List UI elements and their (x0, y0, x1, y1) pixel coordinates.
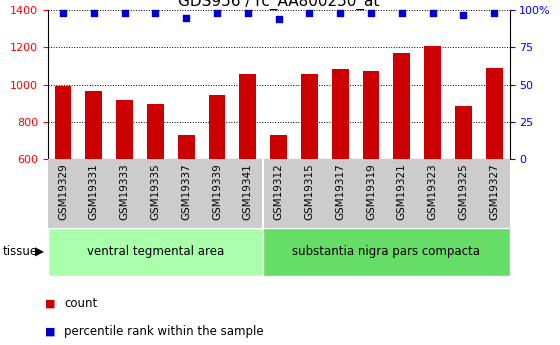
Text: GSM19312: GSM19312 (274, 164, 283, 220)
Text: GSM19323: GSM19323 (428, 164, 437, 220)
Text: GSM19331: GSM19331 (89, 164, 99, 220)
Bar (208, 95, 226, 159)
Bar (486, 68, 503, 159)
Bar (332, 69, 349, 159)
Text: GSM19329: GSM19329 (58, 164, 68, 220)
Bar (455, 106, 472, 159)
Point (397, 11, 406, 16)
Text: ▶: ▶ (35, 245, 44, 258)
Point (59, 11, 67, 16)
Text: GSM19317: GSM19317 (335, 164, 345, 220)
Point (212, 11, 221, 16)
Text: ventral tegmental area: ventral tegmental area (87, 245, 224, 258)
Text: GSM19315: GSM19315 (305, 164, 314, 220)
Point (335, 11, 344, 16)
Point (89, 11, 99, 16)
Text: GSM19325: GSM19325 (459, 164, 468, 220)
Text: count: count (64, 297, 97, 310)
Text: ■: ■ (45, 299, 55, 308)
Text: GSM19339: GSM19339 (212, 164, 222, 220)
Text: GSM19321: GSM19321 (397, 164, 407, 220)
Text: GSM19333: GSM19333 (120, 164, 129, 220)
Text: percentile rank within the sample: percentile rank within the sample (64, 325, 264, 338)
Bar (239, 74, 256, 159)
Text: tissue: tissue (3, 245, 38, 258)
Text: GSM19341: GSM19341 (243, 164, 253, 220)
Bar (85, 91, 102, 159)
Bar (178, 135, 195, 159)
Text: substantia nigra pars compacta: substantia nigra pars compacta (292, 245, 480, 258)
Point (151, 11, 160, 16)
Text: GSM19319: GSM19319 (366, 164, 376, 220)
FancyBboxPatch shape (48, 228, 263, 276)
Bar (116, 100, 133, 159)
Point (489, 11, 498, 16)
Bar (393, 53, 410, 159)
Text: GSM19327: GSM19327 (489, 164, 499, 220)
Bar (147, 104, 164, 159)
Text: GSM19337: GSM19337 (181, 164, 191, 220)
Text: ■: ■ (45, 326, 55, 336)
Point (366, 11, 375, 16)
FancyBboxPatch shape (263, 228, 510, 276)
Bar (54, 86, 72, 159)
Point (181, 15, 190, 21)
Bar (301, 74, 318, 159)
Bar (270, 135, 287, 159)
Bar (362, 71, 380, 159)
Title: GDS956 / rc_AA800250_at: GDS956 / rc_AA800250_at (178, 0, 379, 10)
Point (243, 11, 252, 16)
Text: GSM19335: GSM19335 (151, 164, 160, 220)
Point (428, 11, 437, 16)
Point (120, 11, 129, 16)
Point (274, 17, 283, 22)
Bar (424, 46, 441, 159)
Point (459, 12, 468, 18)
Point (305, 11, 314, 16)
